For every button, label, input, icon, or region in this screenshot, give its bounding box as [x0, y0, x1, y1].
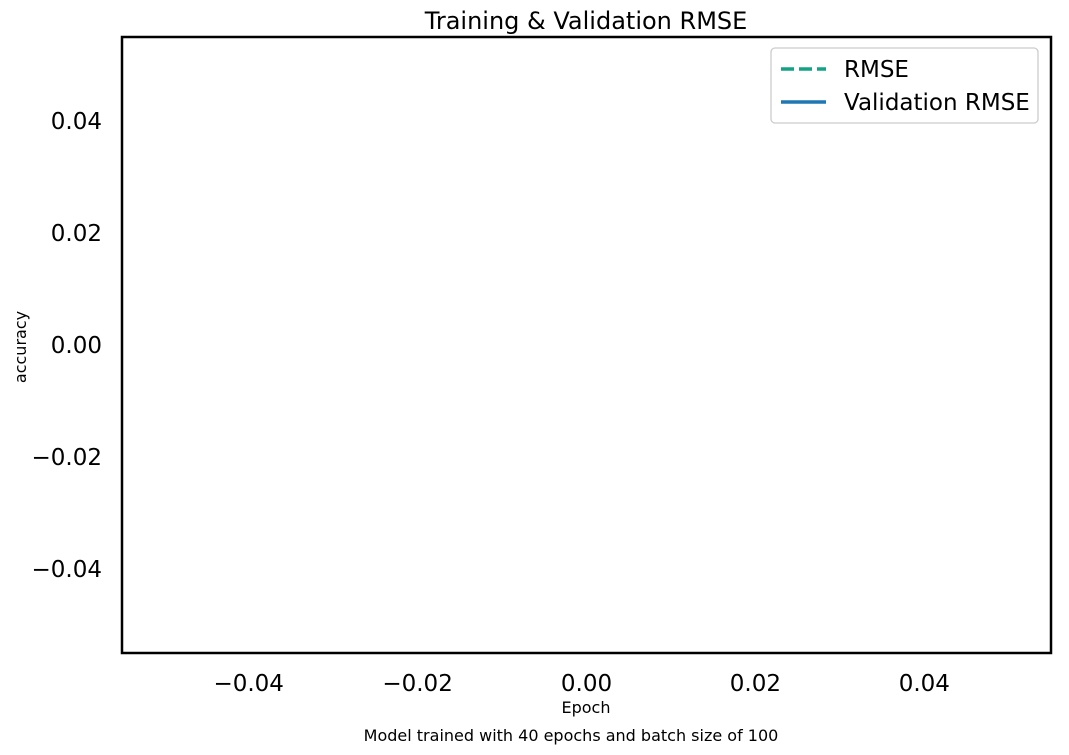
- y-axis-label: accuracy: [11, 311, 30, 383]
- y-tick-label: 0.04: [51, 109, 102, 135]
- plot-frame: [120, 35, 1053, 655]
- y-tick-label: −0.04: [32, 557, 102, 583]
- x-tick-label: 0.00: [561, 671, 612, 697]
- legend-label-rmse: RMSE: [844, 57, 909, 83]
- y-axis: −0.04 −0.02 0.00 0.02 0.04: [32, 109, 102, 583]
- plot-area: [120, 35, 1053, 655]
- x-tick-label: 0.04: [899, 671, 950, 697]
- x-axis-label: Epoch: [562, 698, 611, 717]
- x-tick-label: 0.02: [730, 671, 781, 697]
- chart-caption: Model trained with 40 epochs and batch s…: [364, 726, 779, 745]
- x-tick-label: −0.04: [213, 671, 283, 697]
- y-tick-label: −0.02: [32, 445, 102, 471]
- x-axis: −0.04 −0.02 0.00 0.02 0.04: [213, 671, 949, 697]
- legend-box: [770, 47, 1039, 124]
- legend: RMSE Validation RMSE: [770, 47, 1039, 124]
- x-tick-label: −0.02: [382, 671, 452, 697]
- chart-title: Training & Validation RMSE: [424, 7, 748, 35]
- y-tick-label: 0.02: [51, 221, 102, 247]
- y-tick-label: 0.00: [51, 333, 102, 359]
- legend-label-validation-rmse: Validation RMSE: [844, 90, 1030, 116]
